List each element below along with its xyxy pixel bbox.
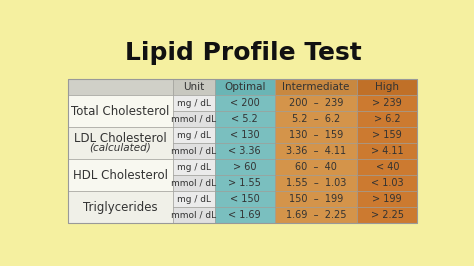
Bar [215, 159, 275, 175]
Bar [275, 207, 357, 223]
Text: 130  –  159: 130 – 159 [289, 130, 343, 140]
Text: < 150: < 150 [230, 194, 260, 204]
Text: > 6.2: > 6.2 [374, 114, 401, 124]
Text: 150  –  199: 150 – 199 [289, 194, 343, 204]
Bar [275, 175, 357, 191]
Text: 60  –  40: 60 – 40 [295, 162, 337, 172]
Bar [215, 127, 275, 143]
Text: > 199: > 199 [373, 194, 402, 204]
Text: > 4.11: > 4.11 [371, 146, 403, 156]
Text: > 2.25: > 2.25 [371, 210, 404, 221]
Text: 5.2  –  6.2: 5.2 – 6.2 [292, 114, 340, 124]
Text: < 130: < 130 [230, 130, 260, 140]
Bar [173, 127, 215, 143]
Text: < 1.69: < 1.69 [228, 210, 261, 221]
Text: Triglycerides: Triglycerides [83, 201, 158, 214]
Text: < 200: < 200 [230, 98, 260, 108]
Bar [215, 143, 275, 159]
Text: Unit: Unit [183, 82, 204, 92]
Bar [68, 95, 173, 127]
Bar [215, 111, 275, 127]
Text: Total Cholesterol: Total Cholesterol [71, 105, 170, 118]
Bar [357, 207, 418, 223]
Bar [357, 191, 418, 207]
Bar [357, 95, 418, 111]
Text: mg / dL: mg / dL [177, 131, 210, 140]
Bar [173, 95, 215, 111]
Bar [68, 191, 173, 223]
Text: mmol / dL: mmol / dL [171, 115, 216, 124]
Text: mmol / dL: mmol / dL [171, 179, 216, 188]
Bar [357, 143, 418, 159]
Text: 1.69  –  2.25: 1.69 – 2.25 [286, 210, 346, 221]
Text: (calculated): (calculated) [90, 143, 151, 153]
Text: 3.36  –  4.11: 3.36 – 4.11 [286, 146, 346, 156]
Bar [173, 207, 215, 223]
Text: Optimal: Optimal [224, 82, 265, 92]
Text: High: High [375, 82, 399, 92]
Bar [215, 79, 275, 95]
Bar [173, 191, 215, 207]
Bar [68, 127, 173, 159]
Bar [275, 127, 357, 143]
Bar [173, 111, 215, 127]
Text: > 159: > 159 [373, 130, 402, 140]
Text: 200  –  239: 200 – 239 [289, 98, 343, 108]
Bar [357, 175, 418, 191]
Text: 1.55  –  1.03: 1.55 – 1.03 [286, 178, 346, 188]
Text: < 3.36: < 3.36 [228, 146, 261, 156]
Text: mmol / dL: mmol / dL [171, 211, 216, 220]
Text: > 239: > 239 [373, 98, 402, 108]
Bar [68, 79, 173, 95]
Bar [68, 79, 418, 223]
Text: HDL Cholesterol: HDL Cholesterol [73, 169, 168, 182]
Text: Intermediate: Intermediate [283, 82, 350, 92]
Bar [173, 159, 215, 175]
Bar [215, 175, 275, 191]
Bar [215, 207, 275, 223]
Text: < 1.03: < 1.03 [371, 178, 403, 188]
Bar [215, 95, 275, 111]
Bar [173, 79, 215, 95]
Bar [215, 191, 275, 207]
Text: > 60: > 60 [233, 162, 256, 172]
Bar [275, 143, 357, 159]
Bar [173, 143, 215, 159]
Bar [275, 79, 357, 95]
Bar [357, 111, 418, 127]
Bar [68, 159, 173, 191]
Text: mg / dL: mg / dL [177, 163, 210, 172]
Bar [357, 127, 418, 143]
Text: Lipid Profile Test: Lipid Profile Test [125, 41, 361, 65]
Bar [275, 95, 357, 111]
Text: mg / dL: mg / dL [177, 195, 210, 204]
Bar [173, 175, 215, 191]
Bar [275, 111, 357, 127]
Text: mg / dL: mg / dL [177, 99, 210, 107]
Bar [357, 159, 418, 175]
Text: > 1.55: > 1.55 [228, 178, 261, 188]
Bar [357, 79, 418, 95]
Text: LDL Cholesterol: LDL Cholesterol [74, 132, 167, 145]
Text: < 40: < 40 [375, 162, 399, 172]
Bar [275, 159, 357, 175]
Bar [275, 191, 357, 207]
Text: mmol / dL: mmol / dL [171, 147, 216, 156]
Text: < 5.2: < 5.2 [231, 114, 258, 124]
